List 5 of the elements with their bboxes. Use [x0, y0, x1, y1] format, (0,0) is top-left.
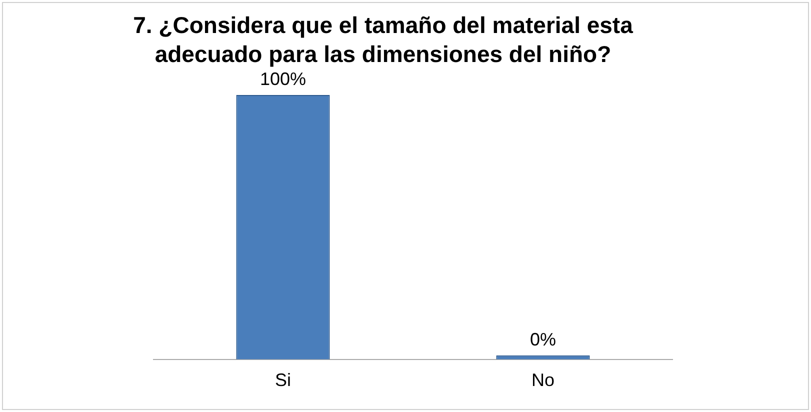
x-tick-label: Si — [274, 370, 292, 390]
data-label: 100% — [260, 68, 306, 89]
data-label: 0% — [530, 329, 556, 350]
chart-title: 7. ¿Considera que el tamaño del material esta adecuado para las dimensiones del niño? — [132, 11, 634, 69]
x-tick-label: No — [531, 370, 555, 390]
